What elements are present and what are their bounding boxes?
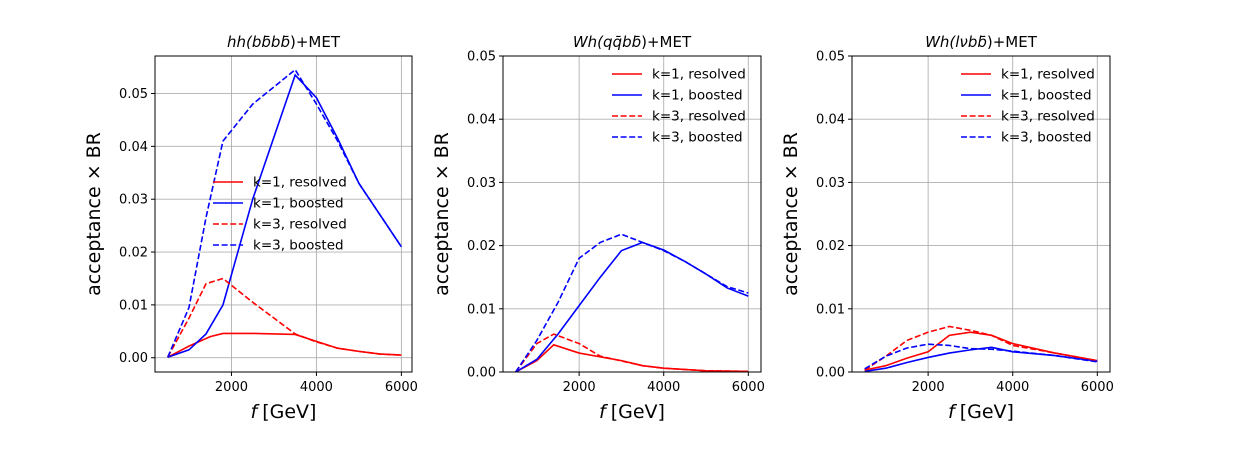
series-line-k-3-resolved [864, 325, 1098, 371]
x-tick-label: 4000 [300, 380, 333, 395]
title-part: b [968, 33, 978, 51]
x-axis-label-var: f [251, 401, 261, 423]
legend-label: k=3, boosted [253, 238, 344, 254]
x-axis-label-var: f [599, 401, 609, 423]
x-tick-label: 2000 [563, 380, 596, 395]
legend-label: k=1, boosted [1001, 88, 1092, 104]
series-line-k-1-resolved [864, 331, 1098, 371]
y-tick-label: 0.01 [467, 302, 496, 317]
x-axis-label-var: f [948, 401, 958, 423]
title-part: hh(b [227, 33, 261, 51]
x-tick-label: 2000 [912, 380, 945, 395]
series-line-k-3-boosted [515, 233, 749, 372]
x-tick-label: 6000 [1081, 380, 1114, 395]
title-part: )+MET [987, 33, 1038, 51]
axes-frame [154, 55, 413, 373]
title-part: Wh(lν [925, 33, 968, 51]
subplot-hh-bbbb: 2000 4000 6000 0.00 0.01 0.02 0.03 0.04 0.05 hh(b… [83, 33, 418, 423]
x-tick-label: 2000 [215, 380, 248, 395]
series-line-k-3-resolved [167, 277, 402, 358]
title-part: Wh(q [573, 33, 613, 51]
y-tick-label: 0.00 [816, 366, 845, 381]
y-tick-label: 0.05 [119, 87, 148, 102]
y-tick-label: 0.02 [816, 239, 845, 254]
axes-frame [851, 55, 1111, 373]
x-tick-label: 6000 [732, 380, 765, 395]
y-tick-label: 0.04 [467, 113, 496, 128]
x-tick-label: 4000 [996, 380, 1029, 395]
axes-frame [502, 55, 762, 373]
y-tick-label: 0.00 [467, 366, 496, 381]
legend-label: k=3, resolved [253, 217, 347, 233]
title-part: )+MET [290, 33, 341, 51]
y-tick-label: 0.03 [119, 193, 148, 208]
title-part: q [613, 33, 623, 51]
x-axis-label-unit: [GeV] [960, 401, 1014, 423]
title-part: )+MET [641, 33, 692, 51]
title-part: b [271, 33, 281, 51]
subplot-wh-qqbb: 2000 4000 6000 0.00 0.01 0.02 0.03 0.04 0.05 Wh(q… [431, 33, 765, 423]
title-part: b [280, 33, 290, 51]
x-tick-label: 4000 [647, 380, 680, 395]
y-tick-label: 0.04 [119, 140, 148, 155]
legend-label: k=3, boosted [1001, 130, 1092, 146]
series-line-k-3-resolved [515, 333, 749, 372]
chart-title: hh(bb̄bb̄)+MET [227, 33, 341, 51]
series-line-k-1-boosted [515, 241, 749, 372]
legend-label: k=1, boosted [652, 88, 743, 104]
y-axis-label: acceptance × BR [431, 132, 453, 296]
y-tick-label: 0.05 [816, 50, 845, 65]
y-axis-label: acceptance × BR [780, 132, 802, 296]
x-axis-label: f [GeV] [599, 401, 665, 423]
title-part: b [261, 33, 271, 51]
x-axis-label: f [GeV] [948, 401, 1014, 423]
series-line-k-1-resolved [515, 343, 749, 372]
legend-label: k=3, boosted [652, 130, 743, 146]
y-tick-label: 0.01 [816, 302, 845, 317]
subplot-wh-lvbb: 2000 4000 6000 0.00 0.01 0.02 0.03 0.04 0.05 Wh(l… [780, 33, 1114, 423]
legend-label: k=1, boosted [253, 196, 344, 212]
y-tick-label: 0.01 [119, 298, 148, 313]
series-line-k-3-boosted [864, 343, 1098, 370]
y-tick-label: 0.04 [816, 113, 845, 128]
x-axis-label: f [GeV] [251, 401, 317, 423]
title-part: b [622, 33, 632, 51]
legend-label: k=1, resolved [1001, 67, 1095, 83]
series-line-k-3-boosted [167, 68, 403, 358]
legend-label: k=3, resolved [1001, 109, 1095, 125]
legend-label: k=1, resolved [652, 67, 746, 83]
y-tick-label: 0.03 [467, 176, 496, 191]
x-tick-label: 6000 [385, 380, 418, 395]
y-tick-label: 0.02 [119, 246, 148, 261]
y-tick-label: 0.05 [467, 50, 496, 65]
chart-title: Wh(lνbb̄)+MET [925, 33, 1038, 51]
y-tick-label: 0.02 [467, 239, 496, 254]
chart-title: Wh(qq̄bb̄)+MET [573, 33, 692, 51]
title-part: b [632, 33, 642, 51]
y-tick-label: 0.00 [119, 351, 148, 366]
legend-label: k=1, resolved [253, 175, 347, 191]
title-part: b [977, 33, 987, 51]
x-axis-label-unit: [GeV] [262, 401, 316, 423]
y-axis-label: acceptance × BR [83, 132, 105, 296]
x-axis-label-unit: [GeV] [611, 401, 665, 423]
legend-label: k=3, resolved [652, 109, 746, 125]
y-tick-label: 0.03 [816, 176, 845, 191]
